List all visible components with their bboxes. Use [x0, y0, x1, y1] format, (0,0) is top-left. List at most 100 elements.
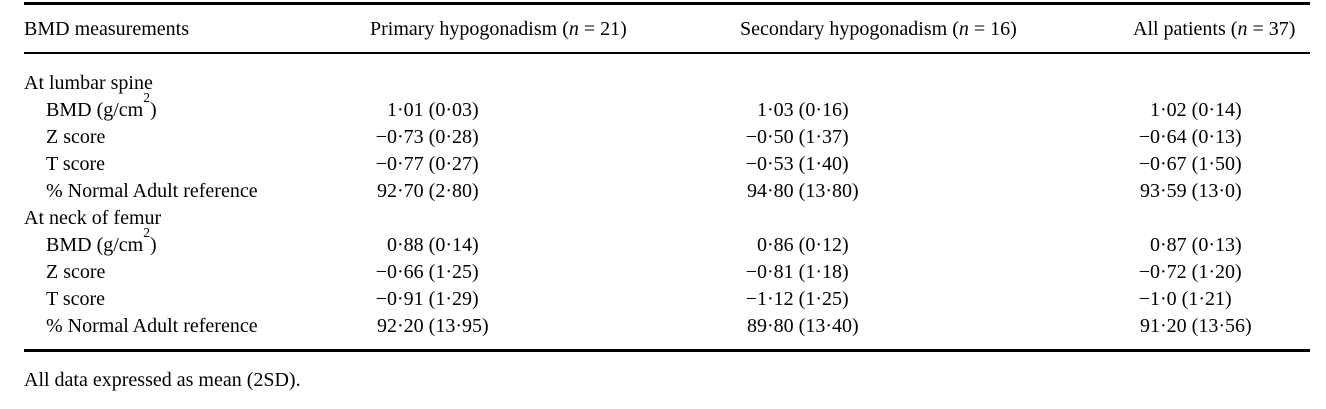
- row-label: Z score: [24, 259, 370, 286]
- value-fraction-sd: ·70 (2·80): [397, 180, 479, 202]
- value-integer-part: −0: [745, 261, 767, 283]
- value-cell: 89·80 (13·40): [740, 313, 1133, 351]
- table-footnote: All data expressed as mean (2SD).: [24, 369, 301, 391]
- value-cell: 91·20 (13·56): [1133, 313, 1310, 351]
- value-cell: 0·88 (0·14): [370, 232, 740, 259]
- table-row: Z score −0·73 (0·28) −0·50 (1·37) −0·64 (0·…: [24, 124, 1310, 151]
- value-fraction-sd: ·50 (1·37): [767, 126, 849, 148]
- value-cell: −0·50 (1·37): [740, 124, 1133, 151]
- value-cell: 1·02 (0·14): [1133, 97, 1310, 124]
- value-integer-part: −0: [1138, 153, 1160, 175]
- value-integer-part: 0: [757, 234, 767, 256]
- value-cell: 0·87 (0·13): [1133, 232, 1310, 259]
- row-label-text: T score: [46, 288, 106, 310]
- value-integer-part: −0: [1138, 126, 1160, 148]
- column-header-measurements: BMD measurements: [24, 3, 370, 54]
- value-integer-part: 0: [387, 234, 397, 256]
- value-cell: −0·81 (1·18): [740, 259, 1133, 286]
- table-row: % Normal Adult reference 92·20 (13·95) 89·…: [24, 313, 1310, 351]
- row-label-text: % Normal Adult reference: [46, 315, 258, 337]
- value-cell: 93·59 (13·0): [1133, 178, 1310, 205]
- row-label-text: BMD (g/cm: [46, 234, 144, 256]
- value-fraction-sd: ·80 (13·40): [767, 315, 859, 337]
- table-body: At lumbar spine BMD (g/cm2) 1·01 (0·03) 1·0…: [24, 53, 1310, 351]
- value-fraction-sd: ·77 (0·27): [397, 153, 479, 175]
- row-label: T score: [24, 151, 370, 178]
- value-integer-part: −0: [745, 126, 767, 148]
- header-text: = 21): [578, 18, 627, 40]
- header-text: Secondary hypogonadism (: [740, 18, 959, 40]
- value-integer-part: 93: [1140, 180, 1160, 202]
- n-symbol: n: [568, 18, 579, 40]
- row-label: T score: [24, 286, 370, 313]
- value-integer-part: 1: [1150, 99, 1160, 121]
- row-label: % Normal Adult reference: [24, 178, 370, 205]
- value-cell: 92·20 (13·95): [370, 313, 740, 351]
- value-integer-part: 1: [757, 99, 767, 121]
- superscript: 2: [143, 90, 151, 106]
- table-row: BMD (g/cm2) 1·01 (0·03) 1·03 (0·16) 1·02 (0…: [24, 91, 1310, 124]
- value-integer-part: 92: [377, 180, 397, 202]
- value-integer-part: −0: [745, 153, 767, 175]
- row-label-text: Z score: [46, 261, 106, 283]
- value-integer-part: −0: [375, 261, 397, 283]
- header-text: Primary hypogonadism (: [370, 18, 569, 40]
- value-fraction-sd: ·80 (13·80): [767, 180, 859, 202]
- value-fraction-sd: ·02 (0·14): [1160, 99, 1242, 121]
- column-header-all-patients: All patients (n = 37): [1133, 3, 1310, 54]
- value-cell: −0·91 (1·29): [370, 286, 740, 313]
- value-cell: 94·80 (13·80): [740, 178, 1133, 205]
- value-integer-part: 0: [1150, 234, 1160, 256]
- row-label: BMD (g/cm2): [24, 91, 370, 124]
- value-fraction-sd: ·91 (1·29): [397, 288, 479, 310]
- value-fraction-sd: ·66 (1·25): [397, 261, 479, 283]
- value-fraction-sd: ·20 (13·56): [1160, 315, 1252, 337]
- value-cell: −1·0 (1·21): [1133, 286, 1310, 313]
- value-cell: 92·70 (2·80): [370, 178, 740, 205]
- row-label-text: % Normal Adult reference: [46, 180, 258, 202]
- value-fraction-sd: ·73 (0·28): [397, 126, 479, 148]
- value-integer-part: 92: [377, 315, 397, 337]
- value-cell: 1·03 (0·16): [740, 97, 1133, 124]
- table-row: % Normal Adult reference 92·70 (2·80) 94·8…: [24, 178, 1310, 205]
- value-integer-part: 89: [747, 315, 767, 337]
- value-integer-part: 94: [747, 180, 767, 202]
- row-label-text: BMD (g/cm: [46, 99, 144, 121]
- value-integer-part: −1: [745, 288, 767, 310]
- value-cell: −0·73 (0·28): [370, 124, 740, 151]
- value-fraction-sd: ·64 (0·13): [1160, 126, 1242, 148]
- value-cell: 0·86 (0·12): [740, 232, 1133, 259]
- row-label: BMD (g/cm2): [24, 226, 370, 259]
- row-label-text: T score: [46, 153, 106, 175]
- row-label-text: Z score: [46, 126, 106, 148]
- value-integer-part: −0: [375, 153, 397, 175]
- value-fraction-sd: ·0 (1·21): [1160, 288, 1232, 310]
- value-integer-part: −1: [1138, 288, 1160, 310]
- value-cell: −0·77 (0·27): [370, 151, 740, 178]
- value-integer-part: 1: [387, 99, 397, 121]
- value-fraction-sd: ·53 (1·40): [767, 153, 849, 175]
- value-fraction-sd: ·81 (1·18): [767, 261, 849, 283]
- value-fraction-sd: ·87 (0·13): [1160, 234, 1242, 256]
- row-label: Z score: [24, 124, 370, 151]
- header-text: = 37): [1247, 18, 1296, 40]
- value-cell: −0·72 (1·20): [1133, 259, 1310, 286]
- section-row: At lumbar spine: [24, 53, 1310, 97]
- column-header-primary: Primary hypogonadism (n = 21): [370, 3, 740, 54]
- n-symbol: n: [958, 18, 969, 40]
- value-cell: −0·53 (1·40): [740, 151, 1133, 178]
- n-symbol: n: [1237, 18, 1248, 40]
- value-fraction-sd: ·01 (0·03): [397, 99, 479, 121]
- value-fraction-sd: ·12 (1·25): [767, 288, 849, 310]
- header-text: All patients (: [1133, 18, 1238, 40]
- row-label: % Normal Adult reference: [24, 313, 370, 351]
- table-row: T score −0·91 (1·29) −1·12 (1·25) −1·0 (1·2…: [24, 286, 1310, 313]
- header-row: BMD measurements Primary hypogonadism (n…: [24, 3, 1310, 54]
- value-cell: −0·67 (1·50): [1133, 151, 1310, 178]
- value-integer-part: −0: [375, 126, 397, 148]
- value-cell: −1·12 (1·25): [740, 286, 1133, 313]
- value-fraction-sd: ·88 (0·14): [397, 234, 479, 256]
- section-title: At lumbar spine: [24, 72, 153, 94]
- table-row: BMD (g/cm2) 0·88 (0·14) 0·86 (0·12) 0·87 (0…: [24, 226, 1310, 259]
- value-cell: −0·66 (1·25): [370, 259, 740, 286]
